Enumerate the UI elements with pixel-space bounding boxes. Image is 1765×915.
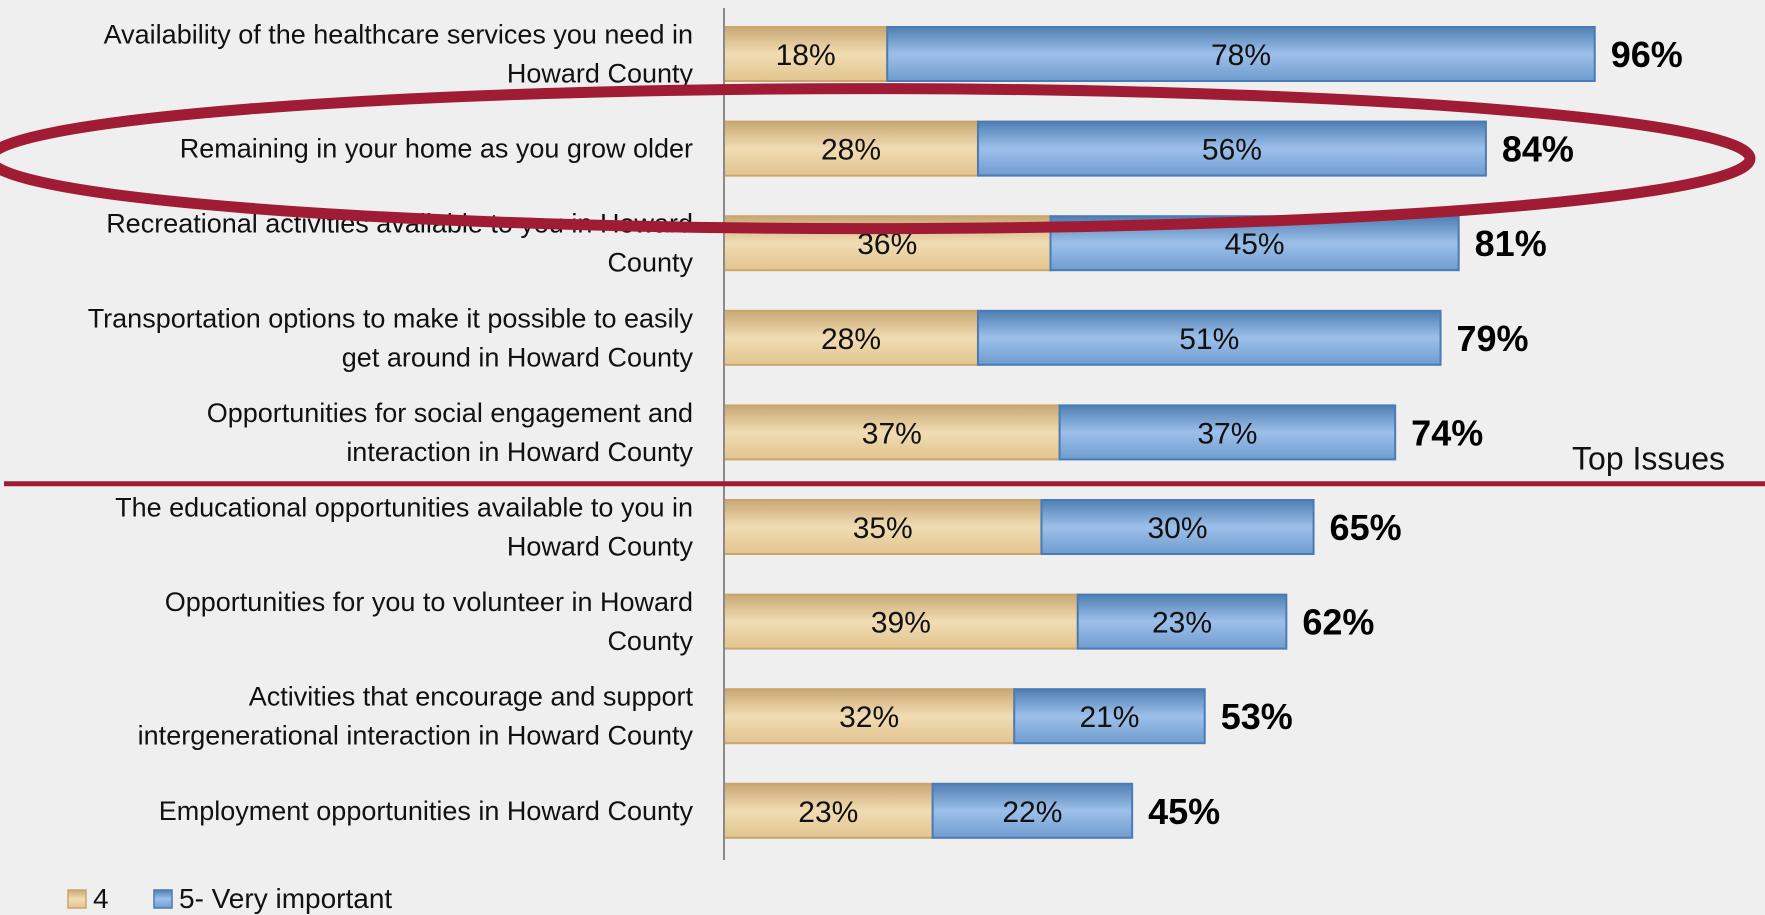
bar-value-label: 39% <box>871 607 931 640</box>
bar-value-label: 56% <box>1202 134 1262 167</box>
bar-segment-rating-4 <box>723 26 889 82</box>
category-label: Remaining in your home as you grow older <box>180 134 693 164</box>
bar-value-label: 51% <box>1179 323 1239 356</box>
total-value-label: 45% <box>1148 791 1220 832</box>
category-label: interaction in Howard County <box>346 437 693 467</box>
legend-swatch <box>67 889 87 909</box>
bars-layer: 18% 78% 96%28% 56% 84%36% 45% 81%28% 51% 79%37% 3… <box>723 26 1683 839</box>
bar-segment-rating-5 <box>976 120 1487 177</box>
total-value-label: 62% <box>1302 602 1374 643</box>
bar-value-label: 23% <box>798 796 858 829</box>
total-value-label: 74% <box>1411 412 1483 453</box>
bar-value-label: 28% <box>821 323 881 356</box>
highlight-ellipse <box>0 83 1756 235</box>
category-label: Activities that encourage and support <box>249 682 694 712</box>
category-label: Employment opportunities in Howard Count… <box>159 796 694 826</box>
total-value-label: 53% <box>1221 696 1293 737</box>
bar-segment-rating-5 <box>886 26 1596 82</box>
bar-value-label: 32% <box>839 701 899 734</box>
category-label: County <box>607 248 693 278</box>
bar-segment-rating-5 <box>1013 688 1206 745</box>
bar-value-label: 45% <box>1225 228 1285 261</box>
category-label: County <box>607 626 693 656</box>
total-value-label: 84% <box>1502 129 1574 170</box>
bar-segment-rating-4 <box>723 120 979 177</box>
category-label: intergenerational interaction in Howard … <box>138 721 694 751</box>
bar-value-label: 22% <box>1002 796 1062 829</box>
bar-value-label: 30% <box>1147 512 1207 545</box>
total-value-label: 96% <box>1611 34 1683 75</box>
bar-segment-rating-5 <box>931 782 1134 839</box>
bar-value-label: 18% <box>776 39 836 72</box>
bar-segment-rating-5 <box>1040 499 1315 555</box>
category-label: get around in Howard County <box>342 342 694 372</box>
total-value-label: 81% <box>1475 223 1547 264</box>
annotation-layer: Top Issues <box>0 83 1765 487</box>
category-label: Availability of the healthcare services … <box>104 20 693 50</box>
bar-value-label: 35% <box>853 512 913 545</box>
total-value-label: 65% <box>1330 507 1402 548</box>
category-label: Transportation options to make it possib… <box>88 303 694 333</box>
bar-segment-rating-4 <box>723 404 1061 461</box>
bar-segment-rating-5 <box>1058 404 1397 461</box>
category-label: Opportunities for you to volunteer in Ho… <box>165 587 693 617</box>
bar-value-label: 21% <box>1079 701 1139 734</box>
category-labels: Availability of the healthcare services … <box>88 20 694 826</box>
bar-value-label: 37% <box>862 417 922 450</box>
bar-segment-rating-4 <box>723 593 1079 650</box>
top-issues-label: Top Issues <box>1572 441 1725 477</box>
legend: 4 5- Very important <box>67 883 392 914</box>
bar-segment-rating-4 <box>723 499 1043 555</box>
bar-segment-rating-5 <box>976 309 1442 366</box>
bar-segment-rating-5 <box>1076 593 1288 650</box>
bar-value-label: 37% <box>1197 417 1257 450</box>
bar-segment-rating-4 <box>723 309 979 366</box>
legend-swatch <box>153 889 173 909</box>
bar-value-label: 23% <box>1152 607 1212 640</box>
category-label: Howard County <box>507 59 694 89</box>
category-label: Opportunities for social engagement and <box>207 398 693 428</box>
legend-label: 5- Very important <box>179 883 392 914</box>
category-label: The educational opportunities available … <box>115 493 693 523</box>
legend-label: 4 <box>93 883 109 914</box>
bar-value-label: 28% <box>821 134 881 167</box>
category-label: Howard County <box>507 532 694 562</box>
total-value-label: 79% <box>1457 318 1529 359</box>
bar-value-label: 78% <box>1211 39 1271 72</box>
bar-segment-rating-4 <box>723 782 934 839</box>
